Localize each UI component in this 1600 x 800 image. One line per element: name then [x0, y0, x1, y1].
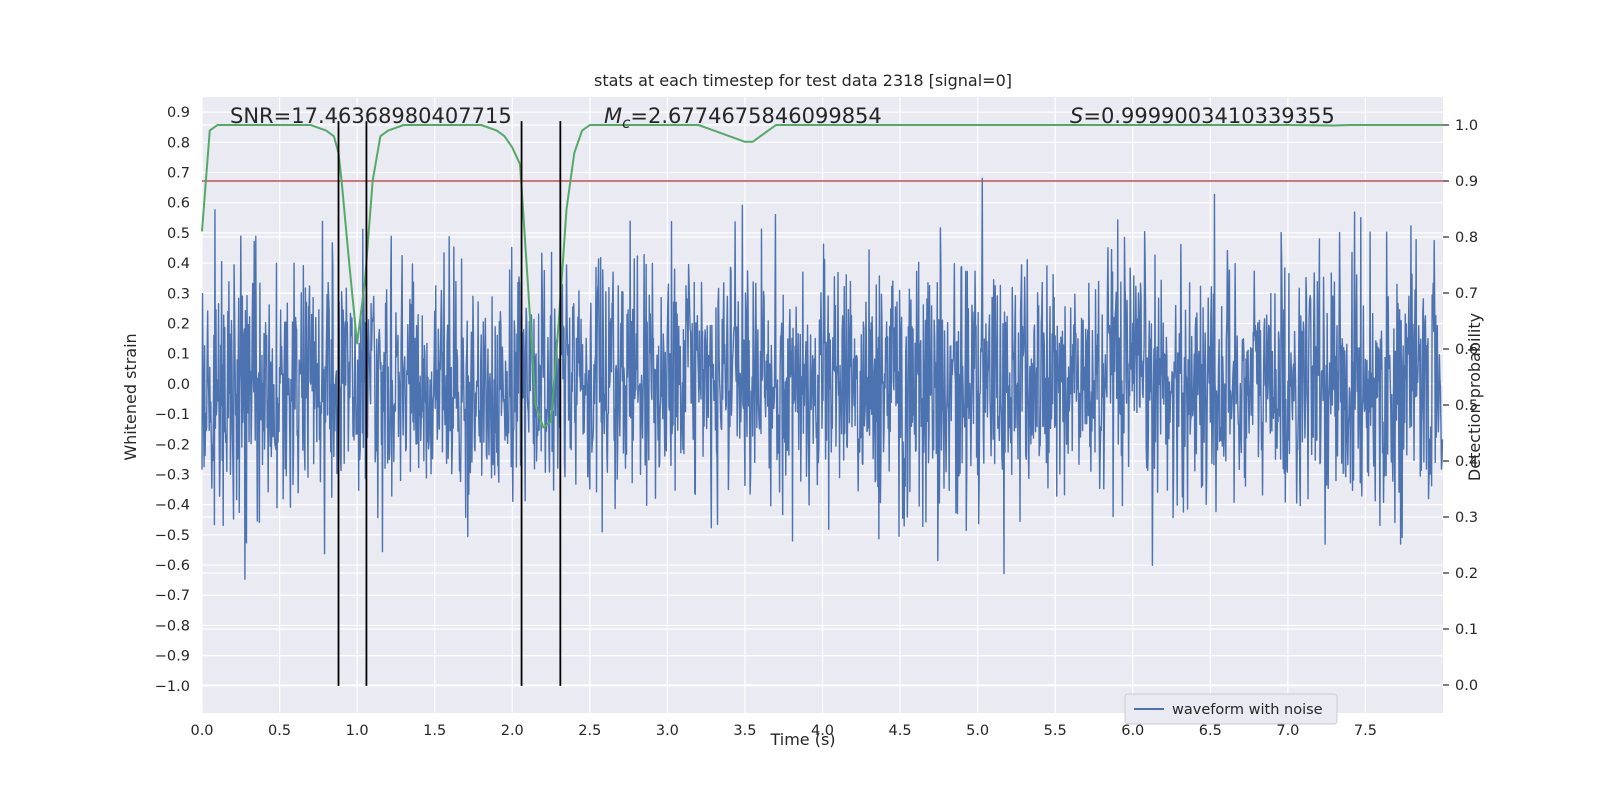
s-label: S [1070, 104, 1083, 128]
y2-tick-label: 0.6 [1455, 342, 1478, 358]
left-y-ticks: 0.9 0.8 0.7 0.6 0.5 0.4 0.3 0.2 0.1 0.0 −0.1 −0.2 −0… [155, 105, 190, 695]
waveform-series [201, 177, 1444, 580]
x-tick-label: 5.5 [1044, 723, 1067, 739]
x-tick-label: 3.5 [733, 723, 756, 739]
y-tick-label: 0.4 [167, 256, 190, 272]
y-tick-label: −0.7 [155, 588, 190, 604]
y-tick-label: 0.2 [167, 316, 190, 332]
y2-tick-label: 0.0 [1455, 678, 1478, 694]
x-tick-label: 1.0 [346, 723, 369, 739]
y2-tick-label: 0.1 [1455, 622, 1478, 638]
y-tick-label: 0.0 [167, 377, 190, 393]
x-tick-label: 1.5 [423, 723, 446, 739]
detection-probability-line [201, 124, 1443, 429]
s-annotation: S=0.9999003410339355 [1070, 104, 1335, 128]
x-tick-label: 3.0 [656, 723, 679, 739]
y2-tick-label: 0.9 [1455, 174, 1478, 190]
x-axis-label: Time (s) [769, 730, 835, 749]
y-tick-label: 0.7 [167, 165, 190, 181]
y-axis-label: Whitened strain [121, 333, 140, 460]
x-tick-label: 7.0 [1276, 723, 1299, 739]
mc-subscript: c [622, 114, 631, 132]
x-tick-label: 4.5 [889, 723, 912, 739]
y2-tick-label: 1.0 [1455, 118, 1478, 134]
y-tick-label: −0.9 [155, 649, 190, 665]
s-value: =0.9999003410339355 [1083, 104, 1334, 128]
x-tick-label: 7.5 [1354, 723, 1377, 739]
chirp-mass-annotation: Mc=2.6774675846099854 [604, 104, 882, 132]
waveform-line [201, 177, 1444, 580]
y-tick-label: 0.3 [167, 286, 190, 302]
x-tick-label: 6.0 [1121, 723, 1144, 739]
y-tick-label: 0.1 [167, 347, 190, 363]
y2-tick-label: 0.7 [1455, 286, 1478, 302]
y2-axis-label: Detection probability [1465, 313, 1484, 481]
snr-value: 17.46368980407715 [291, 104, 511, 128]
x-tick-label: 4.0 [811, 723, 834, 739]
x-tick-label: 0.5 [268, 723, 291, 739]
y-tick-label: −0.6 [155, 558, 190, 574]
y2-tick-label: 0.2 [1455, 566, 1478, 582]
y-tick-label: 0.8 [167, 135, 190, 151]
x-tick-label: 5.0 [966, 723, 989, 739]
right-y-ticks: 1.0 0.9 0.8 0.7 0.6 0.5 0.4 0.3 0.2 0.1 0.0 [1443, 118, 1478, 694]
y2-tick-label: 0.5 [1455, 398, 1478, 414]
y-tick-label: −0.3 [155, 467, 190, 483]
y-tick-label: −1.0 [155, 679, 190, 695]
event-marker-lines [337, 121, 562, 686]
snr-label: SNR= [230, 104, 291, 128]
x-ticks: 0.0 0.5 1.0 1.5 2.0 2.5 3.0 3.5 4.0 4.5 5.0 5.5 6.0 6… [190, 723, 1377, 739]
y-tick-label: −0.5 [155, 528, 190, 544]
snr-annotation: SNR=17.46368980407715 [230, 104, 512, 128]
y-tick-label: −0.1 [155, 407, 190, 423]
chart-title: stats at each timestep for test data 231… [594, 71, 1012, 90]
y-tick-label: −0.8 [155, 618, 190, 634]
x-tick-label: 2.0 [501, 723, 524, 739]
y2-tick-label: 0.3 [1455, 510, 1478, 526]
x-tick-label: 0.0 [190, 723, 213, 739]
y-tick-label: −0.4 [155, 498, 190, 514]
legend: waveform with noise [1124, 693, 1338, 725]
x-tick-label: 6.5 [1199, 723, 1222, 739]
detection-probability-series [201, 124, 1443, 429]
legend-label-waveform: waveform with noise [1172, 702, 1323, 718]
y2-tick-label: 0.8 [1455, 230, 1478, 246]
y-tick-label: 0.6 [167, 196, 190, 212]
mc-value: =2.6774675846099854 [630, 104, 881, 128]
legend-box [1124, 693, 1338, 725]
y-tick-label: 0.5 [167, 226, 190, 242]
y-tick-label: −0.2 [155, 437, 190, 453]
mc-label: M [604, 104, 622, 128]
y2-tick-label: 0.4 [1455, 454, 1478, 470]
y-tick-label: 0.9 [167, 105, 190, 121]
x-tick-label: 2.5 [578, 723, 601, 739]
